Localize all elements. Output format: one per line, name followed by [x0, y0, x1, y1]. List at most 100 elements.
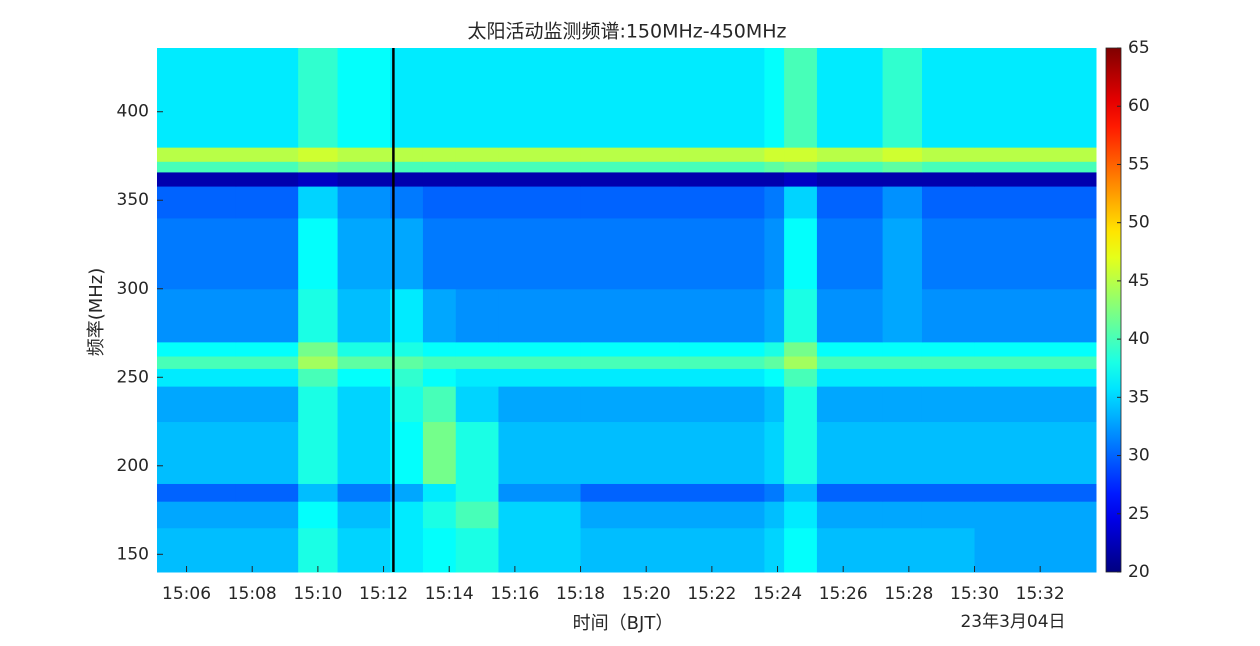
heat-cell [390, 421, 424, 484]
heat-cell [157, 483, 237, 502]
heat-cell [455, 356, 499, 369]
heat-cell [390, 161, 424, 173]
heat-cell [455, 527, 499, 573]
heat-cell [921, 186, 976, 219]
y-tick-label: 200 [117, 456, 149, 476]
heat-cell [422, 147, 457, 162]
heat-cell [921, 527, 976, 573]
heat-cell [764, 368, 785, 387]
y-tick-label: 400 [117, 102, 149, 122]
heat-cell [882, 421, 923, 484]
x-tick-label: 15:18 [556, 584, 605, 604]
heat-cell [921, 171, 976, 187]
heat-cell [337, 147, 391, 162]
heat-cell [235, 48, 299, 148]
heat-cell [422, 368, 457, 387]
heat-cell [390, 368, 424, 387]
heat-cell [764, 288, 785, 343]
heat-cell [974, 527, 1097, 573]
heat-cell [784, 356, 818, 369]
heat-cell [337, 356, 391, 369]
heat-cell [679, 217, 765, 290]
heat-cell [580, 501, 680, 529]
heat-cell [921, 48, 976, 148]
heat-cell [580, 421, 680, 484]
heat-cell [390, 186, 424, 219]
heat-cell [235, 341, 299, 357]
heat-cell [498, 356, 582, 369]
heat-cell [390, 288, 424, 343]
heat-cell [882, 161, 923, 173]
heat-cell [921, 368, 976, 387]
heat-cell [784, 171, 818, 187]
heat-cell [921, 501, 976, 529]
heat-cell [390, 341, 424, 357]
heat-cell [784, 368, 818, 387]
heat-cell [921, 217, 976, 290]
heat-cell [974, 501, 1097, 529]
heat-cell [764, 501, 785, 529]
heat-cell [337, 217, 391, 290]
y-tick-label: 250 [117, 367, 149, 387]
heat-cell [580, 288, 680, 343]
heat-cell [498, 288, 582, 343]
heat-cell [882, 171, 923, 187]
heat-cell [974, 147, 1097, 162]
heat-cell [390, 527, 424, 573]
heat-cell [455, 386, 499, 423]
heat-cell [580, 341, 680, 357]
heat-cell [455, 147, 499, 162]
heat-cell [816, 368, 884, 387]
colorbar-tick-label: 40 [1128, 329, 1150, 349]
heat-cell [882, 186, 923, 219]
heat-cell [498, 386, 582, 423]
heat-cell [422, 161, 457, 173]
x-tick-label: 15:24 [753, 584, 802, 604]
heat-cell [974, 171, 1097, 187]
colorbar-tick-label: 50 [1128, 213, 1150, 233]
heat-cell [816, 161, 884, 173]
heat-cell [921, 386, 976, 423]
heat-cell [298, 341, 339, 357]
heat-cell [422, 217, 457, 290]
heat-cell [679, 288, 765, 343]
heat-cell [679, 527, 765, 573]
x-tick-label: 15:12 [359, 584, 408, 604]
heat-cell [422, 356, 457, 369]
heat-cell [764, 356, 785, 369]
heat-cell [157, 356, 237, 369]
heat-cell [157, 386, 237, 423]
heat-cell [679, 48, 765, 148]
heat-cell [422, 421, 457, 484]
heat-cell [679, 501, 765, 529]
heat-cell [679, 161, 765, 173]
heat-cell [498, 171, 582, 187]
heat-cell [882, 288, 923, 343]
heat-cell [784, 186, 818, 219]
heat-cell [298, 368, 339, 387]
heat-cell [157, 421, 237, 484]
heat-cell [422, 483, 457, 502]
heat-cell [816, 217, 884, 290]
heat-cell [764, 186, 785, 219]
heat-cell [298, 171, 339, 187]
heat-cell [422, 527, 457, 573]
heat-cell [235, 147, 299, 162]
x-axis-label: 时间（BJT） [573, 613, 674, 634]
x-tick-label: 15:26 [819, 584, 868, 604]
heat-cell [974, 356, 1097, 369]
heat-cell [580, 217, 680, 290]
heat-cell [882, 341, 923, 357]
y-tick-label: 150 [117, 544, 149, 564]
heat-cell [422, 341, 457, 357]
heat-cell [235, 421, 299, 484]
heat-cell [679, 341, 765, 357]
heat-cell [390, 171, 424, 187]
heat-cell [921, 341, 976, 357]
heat-cell [157, 288, 237, 343]
heat-cell [816, 48, 884, 148]
colorbar-tick-label: 45 [1128, 271, 1150, 291]
heat-cell [337, 186, 391, 219]
heat-cell [784, 341, 818, 357]
